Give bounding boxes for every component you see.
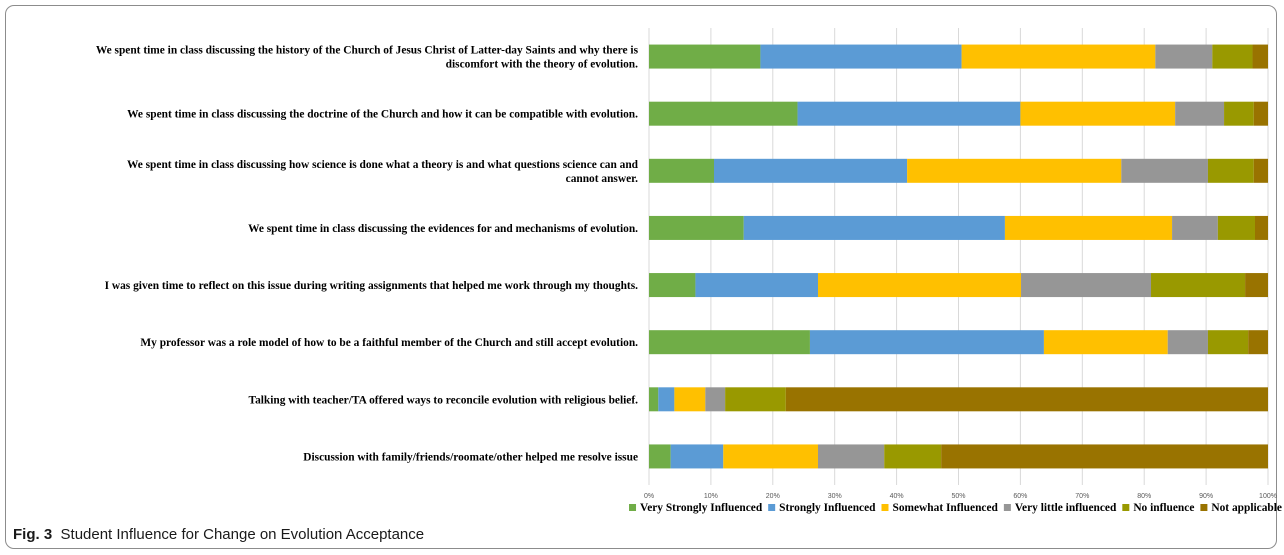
caption-text: Student Influence for Change on Evolutio…	[60, 526, 425, 543]
bar-segment	[649, 101, 798, 126]
bar-segment	[674, 387, 706, 412]
legend-label: No influence	[1133, 502, 1194, 514]
x-tick-label: 90%	[1199, 493, 1213, 500]
bar-segment	[1212, 44, 1253, 69]
bar-segment	[1224, 101, 1254, 126]
bar-segment	[1252, 44, 1268, 69]
bar-segment	[1253, 101, 1268, 126]
x-tick-label: 20%	[766, 493, 780, 500]
bar-segment	[1172, 215, 1218, 240]
figure-frame	[5, 5, 1277, 549]
bar-segment	[1004, 215, 1173, 240]
bar-segment	[658, 387, 675, 412]
x-tick-label: 100%	[1259, 493, 1277, 500]
bar-segment	[1121, 158, 1208, 183]
bar-segment	[797, 101, 1021, 126]
category-label: Discussion with family/friends/roomate/o…	[303, 451, 638, 463]
bar-segment	[884, 444, 942, 469]
bar-segment	[1155, 44, 1213, 69]
bar-segment	[1248, 330, 1268, 355]
category-label: cannot answer.	[566, 173, 639, 185]
category-labels: We spent time in class discussing the hi…	[96, 45, 639, 464]
bar-segment	[743, 215, 1005, 240]
bar-segment	[1255, 215, 1268, 240]
legend-label: Not applicable	[1211, 502, 1282, 514]
bar-segment	[1043, 330, 1168, 355]
x-tick-label: 80%	[1137, 493, 1151, 500]
x-axis-ticks: 0% 10% 20% 30% 40% 50% 60% 70% 80% 90% 100%	[644, 493, 1277, 500]
legend-swatch	[881, 504, 889, 511]
category-label: I was given time to reflect on this issu…	[105, 280, 639, 292]
bar-segment	[809, 330, 1044, 355]
bars	[649, 44, 1268, 469]
bar-segment	[941, 444, 1268, 469]
bar-segment	[705, 387, 726, 412]
bar-segment	[785, 387, 1268, 412]
bar-segment	[817, 273, 1022, 298]
bar-segment	[1020, 101, 1176, 126]
x-tick-label: 50%	[951, 493, 965, 500]
legend-swatch	[1200, 504, 1208, 511]
bar-segment	[1207, 330, 1249, 355]
x-tick-label: 70%	[1075, 493, 1089, 500]
bar-segment	[723, 444, 818, 469]
bar-segment	[713, 158, 908, 183]
figure-caption: Fig. 3 Student Influence for Change on E…	[13, 526, 424, 543]
category-label: We spent time in class discussing the ev…	[248, 223, 638, 235]
x-tick-label: 0%	[644, 493, 654, 500]
x-tick-label: 40%	[890, 493, 904, 500]
figure-label: Fig. 3	[13, 526, 53, 543]
bar-segment	[649, 44, 761, 69]
category-label: We spent time in class discussing the hi…	[96, 45, 639, 57]
category-label: Talking with teacher/TA offered ways to …	[249, 394, 639, 406]
legend-label: Strongly Influenced	[779, 502, 876, 514]
bar-segment	[961, 44, 1156, 69]
legend-swatch	[1003, 504, 1011, 511]
legend-swatch	[1122, 504, 1130, 511]
x-tick-label: 10%	[704, 493, 718, 500]
bar-segment	[1175, 101, 1225, 126]
legend-swatch	[629, 504, 637, 511]
category-label: discomfort with the theory of evolution.	[446, 59, 639, 71]
bar-segment	[1167, 330, 1208, 355]
bar-segment	[649, 273, 696, 298]
bar-segment	[907, 158, 1122, 183]
legend: Very Strongly Influenced Strongly Influen…	[629, 502, 1282, 514]
bar-segment	[1151, 273, 1246, 298]
x-tick-label: 30%	[828, 493, 842, 500]
x-tick-label: 60%	[1013, 493, 1027, 500]
bar-segment	[670, 444, 724, 469]
stacked-bar-chart: We spent time in class discussing the hi…	[96, 28, 1282, 514]
bar-segment	[649, 444, 671, 469]
bar-segment	[649, 158, 714, 183]
legend-swatch	[768, 504, 776, 511]
bar-segment	[649, 387, 659, 412]
bar-segment	[1217, 215, 1256, 240]
bar-segment	[649, 330, 810, 355]
legend-label: Somewhat Influenced	[892, 502, 998, 514]
legend-label: Very little influenced	[1015, 502, 1117, 514]
bar-segment	[695, 273, 818, 298]
bar-segment	[1253, 158, 1268, 183]
bar-segment	[1207, 158, 1254, 183]
bar-segment	[1021, 273, 1152, 298]
category-label: My professor was a role model of how to …	[140, 337, 638, 349]
category-label: We spent time in class discussing the do…	[127, 109, 638, 121]
bar-segment	[817, 444, 885, 469]
bar-segment	[760, 44, 962, 69]
bar-segment	[1245, 273, 1268, 298]
gridlines	[648, 28, 1269, 485]
bar-segment	[725, 387, 786, 412]
bar-segment	[649, 215, 744, 240]
legend-label: Very Strongly Influenced	[640, 502, 763, 514]
category-label: We spent time in class discussing how sc…	[127, 159, 639, 171]
